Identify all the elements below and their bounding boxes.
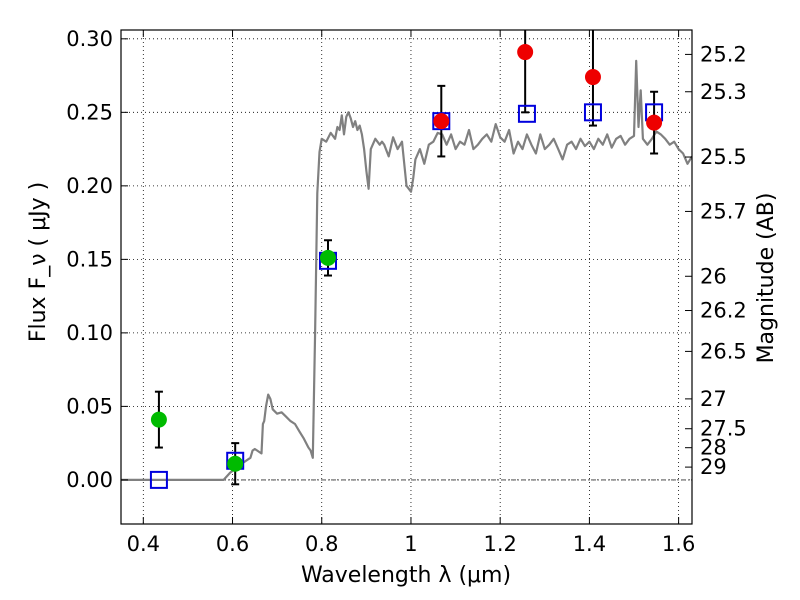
mag-tick-label: 25.5 <box>700 145 747 169</box>
x-axis-label: Wavelength λ (μm) <box>301 563 511 588</box>
y2-axis-label: Magnitude (AB) <box>754 193 779 364</box>
y-tick-label: 0.30 <box>66 27 113 51</box>
model-photometry-point <box>149 470 168 489</box>
mag-tick-label: 27 <box>700 387 727 411</box>
model-spectrum-line <box>121 59 692 481</box>
axes-frame <box>120 29 693 525</box>
observed-flux-point <box>319 249 336 266</box>
y-tick-label: 0.20 <box>66 174 113 198</box>
x-tick-label: 0.4 <box>127 532 160 556</box>
observed-flux-point <box>584 69 601 86</box>
mag-tick-label: 25.3 <box>700 80 747 104</box>
mag-tick-label: 26 <box>700 264 727 288</box>
y-tick-label: 0.00 <box>66 468 113 492</box>
y-axis-label: Flux F_ν ( μJy ) <box>26 182 51 342</box>
observed-flux-point <box>433 113 450 130</box>
mag-tick-label: 27.5 <box>700 417 747 441</box>
observed-flux-point <box>227 455 244 472</box>
mag-tick-label: 29 <box>700 455 727 479</box>
mag-tick-label: 26.5 <box>700 339 747 363</box>
axis-ticks: 0.4 0.6 0.8 1 1.2 1.4 1.6 0.00 0.05 0.10 0.15 0.20 0… <box>66 27 747 556</box>
y-tick-label: 0.05 <box>66 394 113 418</box>
model-photometry-point <box>517 104 536 123</box>
y-tick-label: 0.10 <box>66 321 113 345</box>
observed-flux-point <box>150 411 167 428</box>
x-tick-label: 1.2 <box>483 532 516 556</box>
mag-tick-label: 25.2 <box>700 42 747 66</box>
y-tick-label: 0.25 <box>66 100 113 124</box>
x-tick-label: 0.8 <box>305 532 338 556</box>
grid-lines <box>121 30 692 524</box>
x-tick-label: 1 <box>404 532 417 556</box>
plot-data <box>121 30 692 489</box>
model-photometry-point <box>583 103 602 122</box>
mag-tick-label: 26.2 <box>700 299 747 323</box>
plot-frame <box>120 29 693 525</box>
mag-tick-label: 28 <box>700 436 727 460</box>
observed-flux-point <box>517 44 534 61</box>
x-tick-label: 1.4 <box>573 532 606 556</box>
observed-flux-point <box>646 114 663 131</box>
plot-area <box>121 30 692 489</box>
x-tick-label: 0.6 <box>216 532 249 556</box>
mag-tick-label: 25.7 <box>700 199 747 223</box>
x-tick-label: 1.6 <box>662 532 695 556</box>
y-tick-label: 0.15 <box>66 247 113 271</box>
